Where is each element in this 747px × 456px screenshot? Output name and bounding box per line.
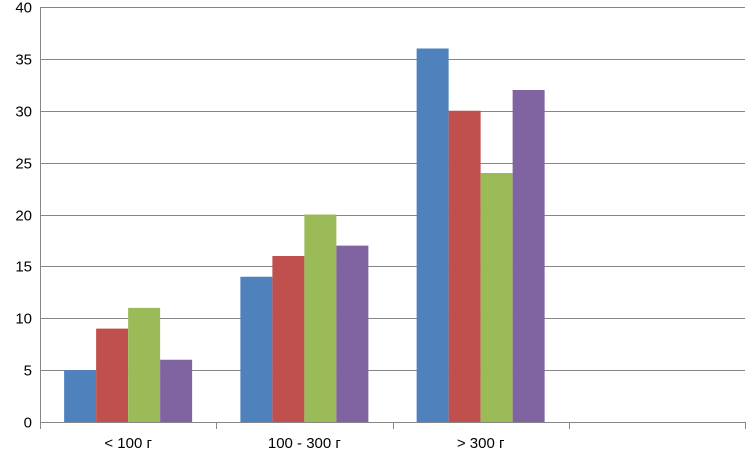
bar-series1-cat3 xyxy=(416,48,449,422)
y-tick-label: 25 xyxy=(15,156,32,173)
bar-series3-cat1 xyxy=(128,307,161,422)
bar-series4-cat3 xyxy=(512,90,545,422)
axes xyxy=(40,7,746,429)
y-tick-label: 40 xyxy=(15,0,32,17)
y-tick-label: 20 xyxy=(15,208,32,225)
bars xyxy=(64,48,545,422)
bar-series2-cat3 xyxy=(448,110,481,422)
bar-series1-cat2 xyxy=(240,276,273,422)
x-category-label: < 100 г xyxy=(104,435,152,452)
bar-series4-cat1 xyxy=(160,359,193,422)
bar-series3-cat2 xyxy=(304,214,337,422)
y-tick-labels: 0 5 10 15 20 25 30 35 40 xyxy=(15,0,32,432)
x-category-label: 100 - 300 г xyxy=(268,435,342,452)
y-tick-label: 15 xyxy=(15,259,32,276)
y-tick-label: 0 xyxy=(24,415,32,432)
bar-series2-cat1 xyxy=(96,328,129,422)
y-tick-label: 10 xyxy=(15,311,32,328)
bar-series3-cat3 xyxy=(480,173,513,422)
y-tick-label: 35 xyxy=(15,52,32,69)
x-category-labels: < 100 г 100 - 300 г > 300 г xyxy=(104,435,505,452)
y-tick-label: 5 xyxy=(24,363,32,380)
bar-series2-cat2 xyxy=(272,256,305,422)
bar-series4-cat2 xyxy=(336,245,369,422)
x-category-label: > 300 г xyxy=(457,435,505,452)
y-tick-label: 30 xyxy=(15,104,32,121)
bar-series1-cat1 xyxy=(64,370,97,422)
